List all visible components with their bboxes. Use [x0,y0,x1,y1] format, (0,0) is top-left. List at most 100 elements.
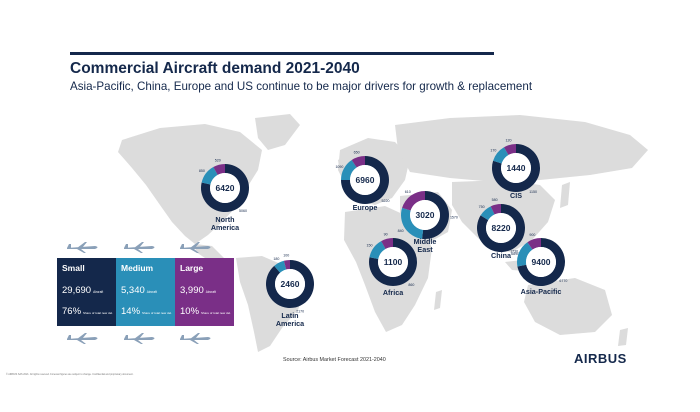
summary-count-medium: 5,340 Aircraft [121,285,157,296]
summary-column-small: Small 29,690 Aircraft 76% Share of total n… [57,258,116,326]
total-cis: 1440 [507,163,526,173]
region-label-line: China [491,251,512,260]
region-label-africa: Africa [383,288,404,297]
donut-hole-middle-east [410,200,440,230]
total-china: 8220 [492,223,511,233]
total-africa: 1100 [384,257,403,267]
region-label-line: Latin [281,311,298,320]
value-large-china: 580 [492,198,498,202]
donut-hole-africa [378,247,408,277]
summary-count-value-large: 3,990 [180,285,204,296]
large-aircraft-icon [180,242,211,253]
segment-africa-small [369,238,418,286]
region-label-line: Europe [353,203,378,212]
summary-share-medium: 14% Share of total new del. [121,306,172,317]
segment-north-america-medium [201,167,218,185]
segment-latin-america-medium [274,260,287,273]
segment-north-america-large [213,164,225,175]
value-medium-latin-america: 180 [273,257,279,261]
segment-europe-small [341,156,389,204]
segment-europe-large [351,156,365,168]
donut-hole-asia-pacific [526,247,556,277]
region-label-line: CIS [510,191,522,200]
title-rule [70,52,494,55]
value-large-north-america: 520 [215,158,221,162]
page-title: Commercial Aircraft demand 2021-2040 [70,60,360,77]
small-aircraft-front-icon [67,333,98,344]
medium-aircraft-front-icon [124,333,155,344]
region-label-line: North [215,215,234,224]
value-small-latin-america: 2170 [296,310,304,314]
value-small-north-america: 5060 [239,209,247,213]
donut-latin-america: 2460 2170 180 100 Latin America [265,254,314,328]
segment-asia-pacific-small [517,238,566,287]
donut-north-america: 6420 5060 850 520 North America [199,158,249,232]
value-small-europe: 5220 [382,199,390,203]
region-label-line: Asia-Pacific [521,287,562,296]
segment-china-small [477,204,526,253]
value-large-africa: 90 [384,232,388,236]
segment-china-medium [480,206,495,221]
donut-hole-europe [350,165,380,195]
region-label-line: America [276,319,305,328]
segment-latin-america-large [283,260,290,270]
total-europe: 6960 [356,175,375,185]
segment-cis-large [504,144,516,156]
donut-hole-china [486,213,516,243]
total-north-america: 6420 [216,183,235,193]
value-large-middle-east: 610 [405,190,411,194]
summary-count-large: 3,990 Aircraft [180,285,216,296]
summary-share-small: 76% Share of total new del. [62,306,113,317]
summary-share-unit: Share of total new del. [201,311,231,315]
segment-cis-small [492,144,540,192]
total-middle-east: 3020 [416,210,435,220]
summary-count-value-medium: 5,340 [121,285,145,296]
source-note: Source: Airbus Market Forecast 2021-2040 [283,357,386,363]
summary-count-value-small: 29,690 [62,285,92,296]
summary-share-large: 10% Share of total new del. [180,306,231,317]
legal-note: © AIRBUS SAS 2021. All rights reserved. … [6,373,134,376]
segment-africa-large [381,238,393,249]
value-large-latin-america: 100 [283,254,289,258]
donut-middle-east: 3020 1570 840 610 Middle East [398,190,458,254]
region-label-middle-east: Middle East [414,237,437,254]
summary-header-small: Small [62,263,85,273]
summary-share-value-medium: 14% [121,306,141,317]
segment-asia-pacific-large [527,238,541,250]
region-label-latin-america: Latin America [276,311,305,328]
summary-header-medium: Medium [121,263,154,273]
value-large-asia-pacific: 900 [529,233,535,237]
value-medium-north-america: 850 [199,169,205,173]
segment-middle-east-large [402,191,425,211]
donut-hole-cis [501,153,531,183]
small-aircraft-icon [67,242,98,253]
large-aircraft-front-icon [180,333,211,344]
value-small-africa: 860 [408,283,414,287]
donut-hole-north-america [210,173,240,203]
region-label-europe: Europe [353,203,378,212]
donut-asia-pacific: 9400 6770 1730 900 Asia-Pacific [510,233,567,296]
region-donuts: 6420 5060 850 520 North America 6960 5220… [199,138,567,328]
donut-china: 8220 6890 750 580 China [477,198,526,260]
value-small-middle-east: 1570 [450,215,458,219]
region-label-line: Middle [414,237,437,246]
region-label-cis: CIS [510,191,522,200]
value-medium-asia-pacific: 1730 [510,249,518,253]
donut-cis: 1440 1150 170 120 CIS [490,138,540,200]
segment-asia-pacific-medium [517,242,533,267]
summary-header-large: Large [180,263,204,273]
segment-europe-medium [341,160,357,180]
value-medium-cis: 170 [490,148,496,152]
summary-column-medium: Medium 5,340 Aircraft 14% Share of total n… [116,258,175,326]
value-medium-africa: 150 [367,243,373,247]
segment-africa-medium [369,241,386,260]
summary-table: Small 29,690 Aircraft 76% Share of total n… [57,258,234,326]
segment-middle-east-medium [401,207,424,239]
region-label-line: East [417,245,433,254]
donut-europe: 6960 5220 1090 650 Europe [335,151,389,212]
region-label-line: Africa [383,288,404,297]
summary-share-value-small: 76% [62,306,82,317]
summary-share-unit: Share of total new del. [83,311,113,315]
region-label-north-america: North America [211,215,240,232]
summary-count-unit: Aircraft [146,290,157,294]
